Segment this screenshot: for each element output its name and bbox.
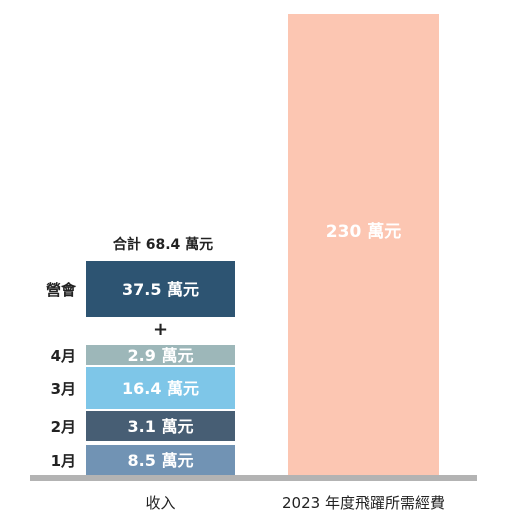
data-label-segment-1: 3.1 萬元 (128, 417, 194, 436)
category-label-need: 2023 年度飛躍所需經費 (282, 494, 445, 512)
segment-name-2: 3月 (51, 380, 76, 398)
data-label-segment-3: 2.9 萬元 (128, 346, 194, 365)
income-total-label: 合計 68.4 萬元 (113, 236, 213, 253)
bar-segment-4 (86, 261, 235, 317)
category-label-income: 收入 (145, 494, 175, 512)
bar-segment-0 (86, 445, 235, 475)
bar-segment-3 (86, 345, 235, 365)
data-label-annual-need: 230 萬元 (326, 221, 401, 242)
data-label-segment-0: 8.5 萬元 (128, 451, 194, 470)
data-label-segment-4: 37.5 萬元 (122, 280, 199, 299)
segment-name-4: 營會 (46, 281, 77, 299)
data-label-segment-2: 16.4 萬元 (122, 379, 199, 398)
bar-segment-1 (86, 411, 235, 441)
bar-segment-2 (86, 367, 235, 409)
income-segments: 8.5 萬元 1月 3.1 萬元 2月 16.4 萬元 3月 2.9 萬元 4月 37.5 萬元… (46, 261, 235, 475)
segment-name-0: 1月 (51, 452, 76, 470)
bar-annual-need (288, 14, 439, 475)
segment-name-3: 4月 (51, 347, 76, 365)
segment-name-1: 2月 (51, 418, 76, 436)
plus-sign: + (153, 319, 168, 340)
